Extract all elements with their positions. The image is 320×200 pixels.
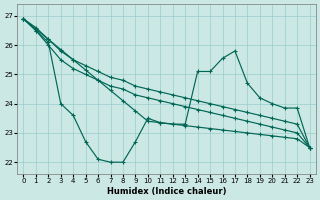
X-axis label: Humidex (Indice chaleur): Humidex (Indice chaleur) (107, 187, 226, 196)
